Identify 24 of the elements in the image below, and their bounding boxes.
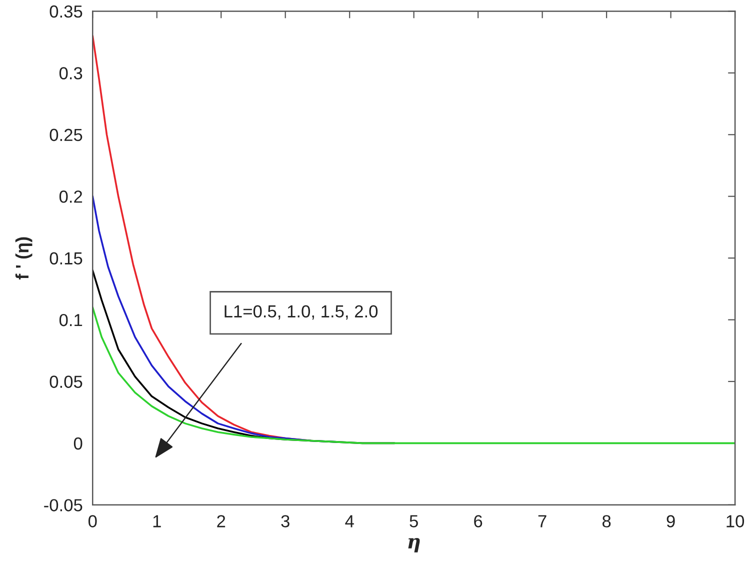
- x-tick-label: 7: [538, 515, 546, 528]
- x-tick-label: 1: [153, 515, 161, 528]
- y-tick-label: 0.35: [50, 5, 82, 18]
- y-tick-label: 0.05: [50, 376, 82, 388]
- x-tick-label: 2: [217, 515, 226, 528]
- y-tick-label: 0.15: [50, 252, 82, 265]
- x-tick-label: 6: [474, 515, 482, 528]
- x-tick-label: 8: [602, 515, 611, 528]
- y-tick-label: 0: [74, 437, 82, 450]
- x-tick-label: 0: [88, 515, 97, 528]
- annotation: L1=0.5, 1.0, 1.5, 2.0: [224, 305, 378, 320]
- y-tick-label: 0.3: [59, 67, 82, 80]
- x-tick-label: 10: [726, 515, 744, 528]
- x-tick-label: 3: [281, 515, 290, 528]
- y-tick-label: 0.25: [50, 128, 82, 142]
- x-tick-label: 4: [345, 515, 354, 528]
- y-tick-label: 0.2: [59, 190, 82, 203]
- y-axis-title: f ' (η): [15, 237, 32, 280]
- y-tick-label: -0.05: [44, 499, 82, 512]
- x-tick-label: 5: [410, 515, 418, 528]
- x-tick-label: 9: [666, 515, 675, 528]
- line-series: [92, 306, 736, 444]
- y-tick-label: 0.1: [59, 314, 82, 326]
- x-axis-title: η: [408, 538, 420, 552]
